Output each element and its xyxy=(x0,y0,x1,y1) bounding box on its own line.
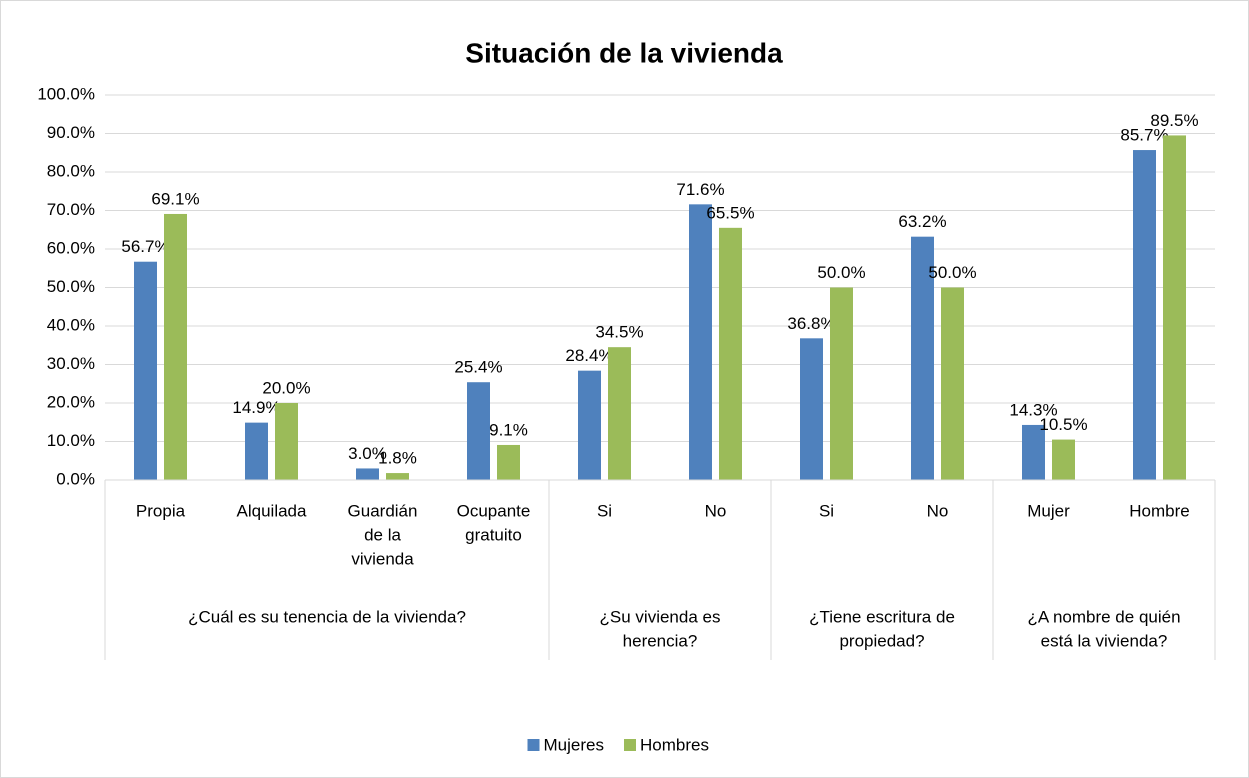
bar xyxy=(356,468,379,480)
legend-label: Hombres xyxy=(640,735,709,754)
x-tick-label: Alquilada xyxy=(237,501,307,520)
x-tick-label: No xyxy=(705,501,727,520)
bar xyxy=(689,204,712,480)
x-tick-label: Mujer xyxy=(1027,501,1070,520)
y-tick-label: 50.0% xyxy=(47,277,95,296)
value-label: 69.1% xyxy=(151,189,199,208)
bar xyxy=(386,473,409,480)
y-tick-label: 90.0% xyxy=(47,123,95,142)
value-label: 34.5% xyxy=(595,323,643,342)
value-label: 71.6% xyxy=(676,180,724,199)
legend-swatch xyxy=(624,739,636,751)
bar xyxy=(1052,439,1075,480)
bar xyxy=(164,213,187,480)
value-label: 10.5% xyxy=(1039,415,1087,434)
y-tick-label: 20.0% xyxy=(47,392,95,411)
value-label: 89.5% xyxy=(1150,111,1198,130)
x-tick-label: Ocupante xyxy=(457,501,531,520)
bar xyxy=(719,227,742,480)
value-label: 1.8% xyxy=(378,449,417,468)
value-label: 28.4% xyxy=(565,346,613,365)
x-tick-label: Hombre xyxy=(1129,501,1189,520)
x-tick-label: Guardián xyxy=(348,501,418,520)
bar xyxy=(134,261,157,480)
bar xyxy=(608,347,631,480)
value-label: 3.0% xyxy=(348,444,387,463)
value-label: 56.7% xyxy=(121,237,169,256)
value-label: 9.1% xyxy=(489,420,528,439)
y-tick-label: 40.0% xyxy=(47,315,95,334)
value-label: 50.0% xyxy=(817,263,865,282)
group-label: herencia? xyxy=(623,631,698,650)
value-label: 36.8% xyxy=(787,314,835,333)
value-label: 63.2% xyxy=(898,212,946,231)
bar xyxy=(245,422,268,480)
group-label: ¿Su vivienda es xyxy=(600,607,721,626)
value-label: 14.3% xyxy=(1009,400,1057,419)
y-tick-label: 100.0% xyxy=(37,84,95,103)
y-tick-label: 60.0% xyxy=(47,238,95,257)
bar xyxy=(941,287,964,480)
bar xyxy=(497,444,520,480)
x-tick-label: vivienda xyxy=(351,549,414,568)
x-tick-label: de la xyxy=(364,525,401,544)
group-label: está la vivienda? xyxy=(1041,631,1168,650)
bar xyxy=(830,287,853,480)
chart-title: Situación de la vivienda xyxy=(465,37,783,68)
bar xyxy=(1133,150,1156,480)
value-label: 85.7% xyxy=(1120,126,1168,145)
bar xyxy=(800,338,823,480)
bar xyxy=(1022,424,1045,480)
bar xyxy=(275,403,298,480)
y-tick-label: 30.0% xyxy=(47,354,95,373)
y-tick-label: 0.0% xyxy=(56,469,95,488)
value-label: 25.4% xyxy=(454,358,502,377)
group-label: ¿Tiene escritura de xyxy=(809,607,955,626)
group-label: propiedad? xyxy=(839,631,924,650)
value-label: 20.0% xyxy=(262,378,310,397)
bar xyxy=(578,370,601,480)
y-tick-label: 80.0% xyxy=(47,161,95,180)
y-tick-label: 70.0% xyxy=(47,200,95,219)
group-label: ¿A nombre de quién xyxy=(1027,607,1180,626)
x-tick-label: No xyxy=(927,501,949,520)
x-tick-label: gratuito xyxy=(465,525,522,544)
x-tick-label: Si xyxy=(819,501,834,520)
value-label: 50.0% xyxy=(928,263,976,282)
value-label: 14.9% xyxy=(232,398,280,417)
group-label: ¿Cuál es su tenencia de la vivienda? xyxy=(188,607,466,626)
y-tick-label: 10.0% xyxy=(47,431,95,450)
x-tick-label: Si xyxy=(597,501,612,520)
bar xyxy=(911,236,934,480)
legend-label: Mujeres xyxy=(544,735,604,754)
x-tick-label: Propia xyxy=(136,501,186,520)
value-label: 65.5% xyxy=(706,203,754,222)
bar xyxy=(467,382,490,480)
bar xyxy=(1163,135,1186,481)
legend-swatch xyxy=(527,739,540,751)
